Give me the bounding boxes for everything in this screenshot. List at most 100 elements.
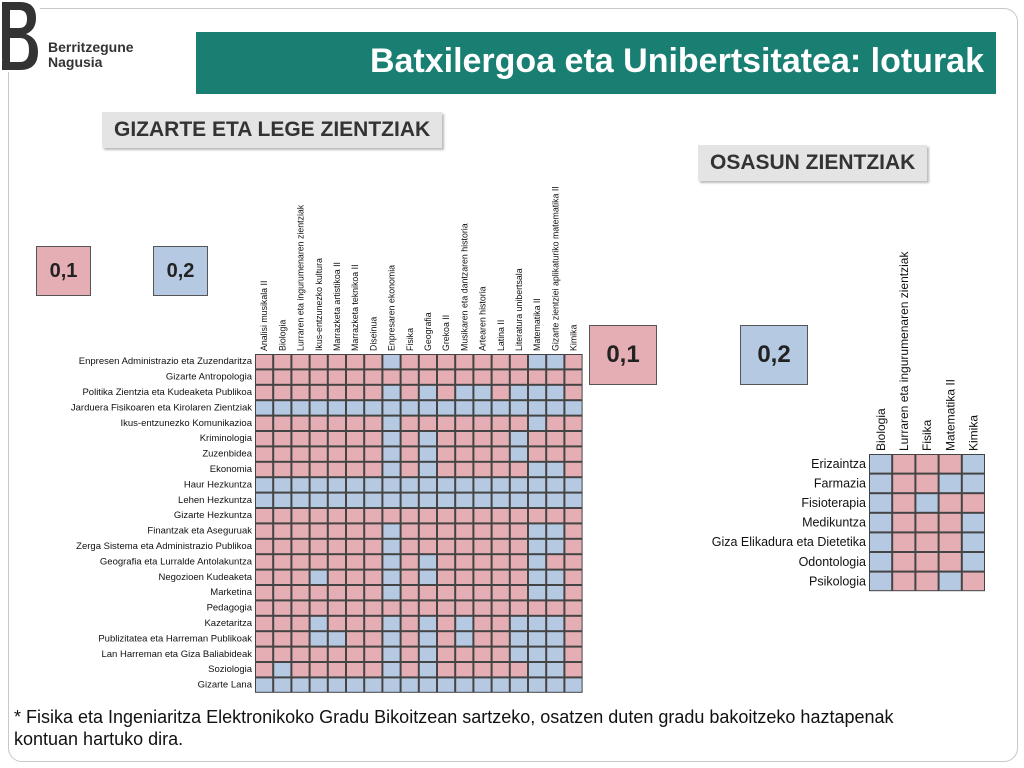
social-cell-r7-c12 xyxy=(456,447,473,461)
social-cell-r21-c5 xyxy=(328,663,345,677)
social-cell-r10-c8 xyxy=(383,493,400,507)
social-cell-r14-c9 xyxy=(401,555,418,569)
social-cell-r22-c18 xyxy=(565,678,582,692)
social-cell-r6-c12 xyxy=(456,432,473,446)
social-cell-r7-c11 xyxy=(438,447,455,461)
health-subject-label: Biologia xyxy=(874,408,888,451)
social-cell-r17-c11 xyxy=(438,601,455,615)
social-cell-r4-c18 xyxy=(565,401,582,415)
social-cell-r10-c10 xyxy=(419,493,436,507)
social-cell-r8-c17 xyxy=(547,462,564,477)
social-cell-r22-c5 xyxy=(328,678,345,692)
social-cell-r13-c11 xyxy=(438,539,455,554)
social-cell-r4-c17 xyxy=(547,401,564,415)
social-cell-r1-c4 xyxy=(310,355,327,369)
social-cell-r20-c13 xyxy=(474,647,491,661)
social-cell-r11-c7 xyxy=(365,509,382,523)
social-cell-r1-c7 xyxy=(365,355,382,369)
social-cell-r20-c18 xyxy=(565,647,582,661)
social-cell-r15-c16 xyxy=(529,570,546,584)
social-cell-r18-c15 xyxy=(510,616,527,631)
social-subject-label: Lurraren eta ingurumenaren zientziak xyxy=(296,204,306,351)
social-cell-r21-c7 xyxy=(365,663,382,677)
health-cell-r5-c4 xyxy=(939,533,961,551)
social-cell-r7-c17 xyxy=(547,447,564,461)
social-cell-r5-c18 xyxy=(565,416,582,430)
social-cell-r11-c1 xyxy=(256,509,273,523)
social-subject-label: Analisi musikala II xyxy=(259,281,269,351)
social-cell-r21-c15 xyxy=(510,663,527,677)
social-cell-r18-c8 xyxy=(383,616,400,631)
social-cell-r15-c14 xyxy=(492,570,509,584)
social-cell-r11-c6 xyxy=(347,509,364,523)
social-cell-r20-c16 xyxy=(529,647,546,661)
social-degree-label: Haur Hezkuntza xyxy=(184,479,253,490)
health-heading: OSASUN ZIENTZIAK xyxy=(698,145,928,181)
social-cell-r14-c13 xyxy=(474,555,491,569)
social-cell-r10-c17 xyxy=(547,493,564,507)
social-cell-r13-c6 xyxy=(347,539,364,554)
social-cell-r17-c12 xyxy=(456,601,473,615)
social-cell-r2-c6 xyxy=(347,370,364,384)
social-cell-r8-c14 xyxy=(492,462,509,477)
social-cell-r7-c1 xyxy=(256,447,273,461)
social-cell-r4-c4 xyxy=(310,401,327,415)
social-cell-r6-c15 xyxy=(510,432,527,446)
social-cell-r13-c14 xyxy=(492,539,509,554)
social-cell-r6-c1 xyxy=(256,432,273,446)
social-cell-r13-c17 xyxy=(547,539,564,554)
social-cell-r16-c9 xyxy=(401,586,418,600)
social-cell-r15-c3 xyxy=(292,570,309,584)
social-cell-r7-c7 xyxy=(365,447,382,461)
social-cell-r10-c1 xyxy=(256,493,273,507)
social-cell-r1-c17 xyxy=(547,355,564,369)
social-cell-r13-c2 xyxy=(274,539,291,554)
health-degree-label: Odontologia xyxy=(799,555,866,569)
social-cell-r6-c14 xyxy=(492,432,509,446)
social-cell-r22-c4 xyxy=(310,678,327,692)
health-cell-r6-c3 xyxy=(916,553,938,571)
social-cell-r7-c5 xyxy=(328,447,345,461)
social-cell-r5-c5 xyxy=(328,416,345,430)
social-cell-r10-c2 xyxy=(274,493,291,507)
social-cell-r12-c5 xyxy=(328,524,345,538)
social-cell-r12-c11 xyxy=(438,524,455,538)
social-cell-r5-c12 xyxy=(456,416,473,430)
social-cell-r17-c18 xyxy=(565,601,582,615)
social-cell-r7-c4 xyxy=(310,447,327,461)
social-cell-r4-c3 xyxy=(292,401,309,415)
social-cell-r7-c3 xyxy=(292,447,309,461)
social-cell-r12-c14 xyxy=(492,524,509,538)
social-cell-r22-c16 xyxy=(529,678,546,692)
social-cell-r12-c12 xyxy=(456,524,473,538)
social-cell-r19-c7 xyxy=(365,632,382,646)
social-cell-r6-c5 xyxy=(328,432,345,446)
social-cell-r17-c15 xyxy=(510,601,527,615)
social-cell-r6-c9 xyxy=(401,432,418,446)
social-degree-label: Ekonomia xyxy=(210,464,253,475)
social-cell-r9-c13 xyxy=(474,478,491,492)
social-cell-r1-c6 xyxy=(347,355,364,369)
social-cell-r11-c12 xyxy=(456,509,473,523)
social-cell-r9-c6 xyxy=(347,478,364,492)
social-cell-r14-c14 xyxy=(492,555,509,569)
social-cell-r18-c4 xyxy=(310,616,327,631)
social-cell-r12-c16 xyxy=(529,524,546,538)
social-cell-r15-c13 xyxy=(474,570,491,584)
social-cell-r18-c6 xyxy=(347,616,364,631)
health-cell-r2-c4 xyxy=(939,474,961,493)
social-degree-label: Finantzak eta Aseguruak xyxy=(147,526,252,537)
health-cell-r3-c5 xyxy=(962,494,984,512)
social-degree-label: Ikus-entzunezko Komunikazioa xyxy=(121,418,253,429)
social-cell-r13-c7 xyxy=(365,539,382,554)
social-degree-label: Marketina xyxy=(210,587,252,598)
social-cell-r22-c8 xyxy=(383,678,400,692)
social-cell-r15-c11 xyxy=(438,570,455,584)
social-cell-r18-c9 xyxy=(401,616,418,631)
social-cell-r22-c12 xyxy=(456,678,473,692)
health-cell-r3-c3 xyxy=(916,494,938,512)
social-cell-r16-c12 xyxy=(456,586,473,600)
health-cell-r3-c4 xyxy=(939,494,961,512)
social-cell-r16-c4 xyxy=(310,586,327,600)
